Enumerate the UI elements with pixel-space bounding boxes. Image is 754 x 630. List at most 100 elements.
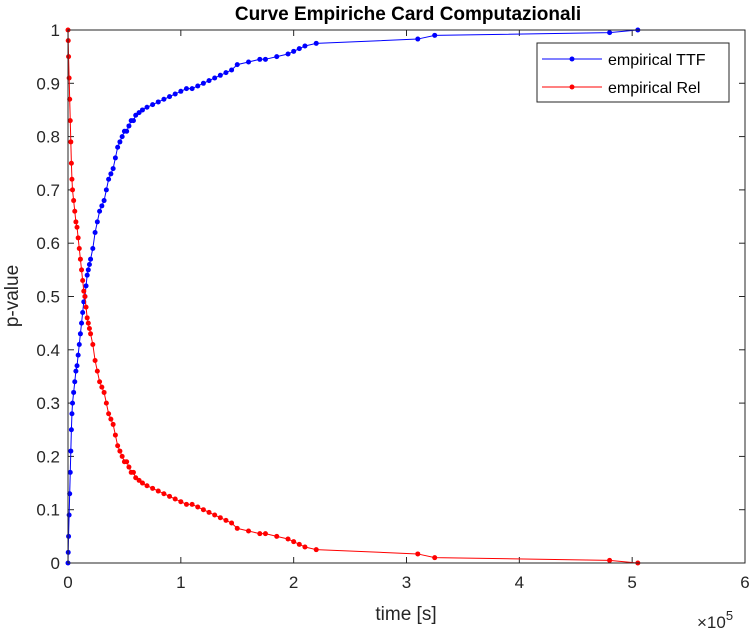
data-point-1 [229,520,235,526]
data-point-1 [70,187,76,193]
data-point-1 [217,515,223,521]
data-point-1 [212,512,218,518]
data-point-1 [432,555,438,561]
data-point-1 [161,491,167,497]
data-point-1 [206,509,212,515]
y-tick-label: 1 [51,21,60,40]
x-axis: 0 1 2 3 4 5 6 [63,30,750,592]
data-point-0 [246,59,252,65]
data-point-0 [296,46,302,52]
series-layer [65,27,641,566]
x-exponent-power: 5 [726,608,733,623]
data-point-0 [126,123,132,129]
data-point-1 [133,475,139,481]
data-point-0 [67,469,73,475]
data-point-0 [68,427,74,433]
plot-frame [67,29,746,564]
data-point-1 [178,499,184,505]
data-point-0 [80,309,86,315]
data-point-1 [97,379,103,385]
data-point-0 [172,91,178,97]
data-point-0 [167,94,173,100]
data-point-1 [274,533,280,539]
data-point-0 [189,86,195,92]
data-point-1 [82,294,88,299]
data-point-1 [155,488,161,494]
data-point-0 [195,83,201,89]
x-tick-label: 1 [176,573,185,592]
data-point-1 [67,118,73,124]
data-point-1 [68,139,74,145]
y-axis-title: p-value [2,265,23,327]
data-point-1 [94,368,100,374]
y-tick-label: 0.2 [36,447,60,466]
x-tick-label: 2 [289,573,298,592]
data-point-1 [124,459,130,465]
data-point-1 [68,160,74,166]
data-point-1 [172,496,178,502]
data-point-1 [71,198,77,204]
data-point-0 [70,400,76,406]
data-point-0 [200,80,206,86]
data-point-0 [285,51,291,57]
data-point-0 [133,112,139,118]
data-point-1 [285,536,291,542]
data-point-1 [66,54,72,60]
data-point-0 [85,267,91,273]
data-point-1 [246,528,252,534]
data-point-0 [115,144,121,150]
legend-box [536,42,730,103]
data-point-0 [415,36,421,42]
chart-title: Curve Empiriche Card Computazionali [235,4,581,25]
data-point-1 [88,331,94,337]
data-point-1 [73,219,79,225]
data-point-0 [136,110,142,116]
data-point-0 [66,533,72,539]
data-point-1 [415,551,421,557]
data-point-1 [74,224,80,230]
data-point-1 [99,384,105,390]
data-point-1 [223,517,229,523]
data-point-1 [86,325,92,331]
data-point-1 [144,483,150,489]
data-point-1 [92,357,98,363]
data-point-1 [72,208,78,214]
data-point-1 [90,341,96,347]
data-point-0 [161,96,167,102]
data-point-1 [77,256,83,262]
data-point-1 [81,288,87,294]
data-point-1 [112,432,118,438]
data-point-0 [90,246,96,252]
data-point-1 [139,480,145,486]
data-point-0 [88,256,94,262]
data-point-0 [72,379,78,385]
x-exponent-base: ×10 [697,613,726,630]
data-point-0 [68,448,74,454]
data-point-0 [144,104,150,110]
data-point-1 [110,421,116,427]
data-point-1 [130,469,136,475]
data-point-0 [150,102,156,108]
data-point-0 [97,208,103,214]
data-point-1 [183,501,189,507]
data-point-0 [69,411,75,417]
data-point-1 [69,176,75,182]
data-point-0 [262,56,268,62]
data-point-1 [136,477,142,483]
data-point-0 [117,139,123,145]
data-point-0 [274,54,280,60]
data-point-0 [101,198,107,204]
data-point-1 [106,411,112,417]
legend-label-ttf: empirical TTF [608,52,706,69]
x-tick-label: 6 [740,573,749,592]
data-point-0 [139,107,145,113]
data-point-0 [212,75,218,81]
data-point-0 [108,171,114,177]
x-exponent: ×105 [697,608,733,630]
data-point-0 [155,99,161,105]
data-point-1 [189,501,195,507]
data-point-0 [86,262,92,268]
data-point-1 [126,464,132,470]
data-point-0 [75,352,81,358]
data-point-0 [229,67,235,73]
